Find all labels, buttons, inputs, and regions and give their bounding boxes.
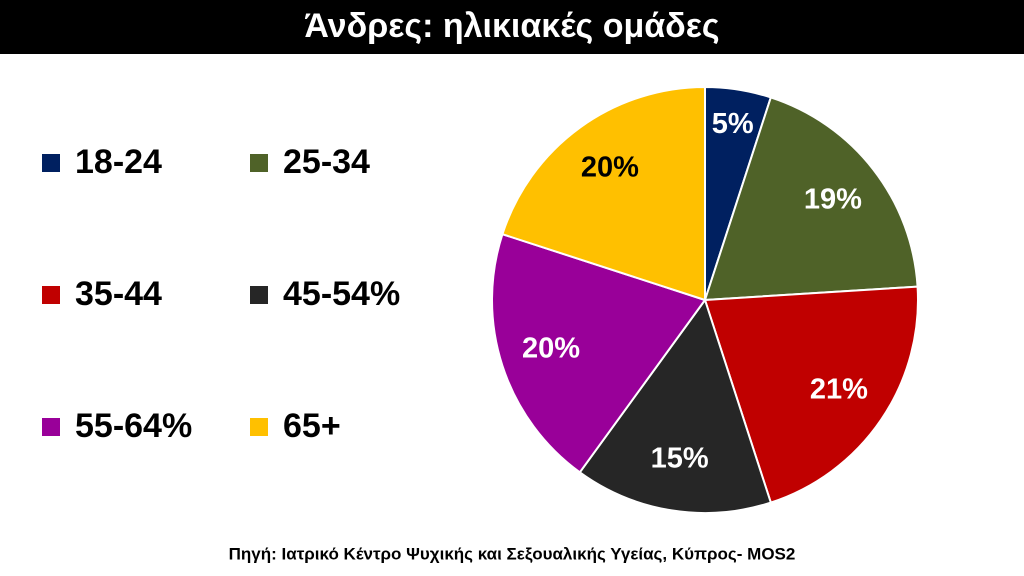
legend-swatch [42,154,60,172]
legend-label: 55-64% [75,407,192,445]
title-bar [0,0,1024,54]
legend-swatch [250,286,268,304]
data-label: 15% [651,443,709,475]
legend-label: 45-54% [283,275,400,313]
pie-slice [491,232,707,474]
legend-swatch [42,286,60,304]
data-label: 21% [810,374,868,406]
source-note: Πηγή: Ιατρικό Κέντρο Ψυχικής και Σεξουαλ… [229,544,796,563]
legend-swatch [250,418,268,436]
data-label: 19% [804,183,862,215]
legend-swatch [250,154,268,172]
pie-slice [703,96,919,302]
data-label: 5% [712,108,754,140]
legend-label: 35-44 [75,275,162,313]
data-label: 20% [522,333,580,365]
data-label: 20% [581,152,639,184]
pie-slice [703,285,919,504]
legend-swatch [42,418,60,436]
legend-label: 18-24 [75,143,162,181]
legend-label: 25-34 [283,143,370,181]
chart-title: Άνδρες: ηλικιακές ομάδες [304,7,719,45]
pie-slice [501,85,706,302]
legend-label: 65+ [283,407,341,445]
pie-slice [578,297,773,514]
